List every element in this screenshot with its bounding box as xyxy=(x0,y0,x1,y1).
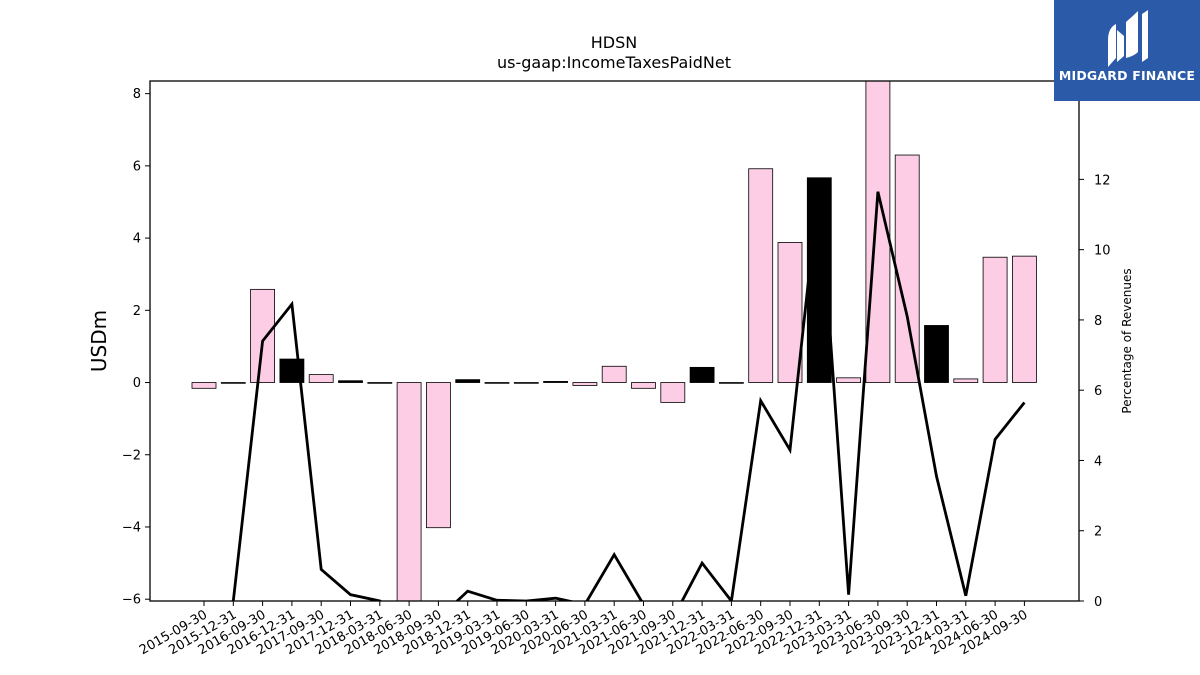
bar-2015-09-30 xyxy=(191,382,217,389)
logo-icon xyxy=(1108,10,1148,67)
bar-2019-03-31 xyxy=(484,382,510,384)
bar-2017-12-31 xyxy=(338,380,363,383)
y-tick-label: 8 xyxy=(133,87,141,102)
brand-logo: MIDGARD FINANCE xyxy=(1054,0,1200,101)
bar-2020-03-31 xyxy=(543,381,568,383)
bar-2017-09-30 xyxy=(308,374,334,383)
y2-tick-label: 4 xyxy=(1094,454,1102,469)
line-layer xyxy=(230,180,1026,601)
y-tick-label: −6 xyxy=(122,593,141,608)
y2-tick-label: 6 xyxy=(1094,384,1102,399)
bar-2022-06-30 xyxy=(748,168,774,383)
bar-2018-12-31 xyxy=(455,379,481,383)
bar-2018-06-30 xyxy=(396,382,422,602)
bar-2021-12-31 xyxy=(689,366,715,383)
bar-2021-06-30 xyxy=(631,382,656,389)
bar-2024-06-30 xyxy=(982,256,1008,383)
bar-2024-09-30 xyxy=(1012,255,1037,383)
y2-tick-label: 8 xyxy=(1094,314,1102,329)
bar-2021-09-30 xyxy=(660,382,686,403)
y-axis-label: USDm xyxy=(87,310,111,372)
y-tick-label: 0 xyxy=(133,376,141,391)
revenue-percentage-line xyxy=(230,180,1026,601)
y-tick-label: −2 xyxy=(122,448,141,463)
chart-subtitle: us-gaap:IncomeTaxesPaidNet xyxy=(497,53,731,72)
y2-tick-label: 12 xyxy=(1094,173,1111,188)
y-tick-label: 2 xyxy=(133,304,141,319)
y-tick-label: 6 xyxy=(133,159,141,174)
y-tick-label: −4 xyxy=(122,520,141,535)
bar-2023-12-31 xyxy=(924,325,949,383)
bar-2023-09-30 xyxy=(894,154,920,383)
bar-layer xyxy=(191,80,1037,602)
bar-2023-03-31 xyxy=(836,377,861,383)
y2-axis-label: Percentage of Revenues xyxy=(1120,268,1134,413)
y2-tick-label: 0 xyxy=(1094,595,1102,610)
x-axis: 2015-09-302015-12-312016-09-302016-12-31… xyxy=(137,601,1030,658)
bar-2016-09-30 xyxy=(250,288,276,383)
bar-2015-12-31 xyxy=(220,382,246,384)
bar-2018-03-31 xyxy=(367,382,393,384)
chart-title: HDSN xyxy=(591,33,637,52)
bar-2020-06-30 xyxy=(572,382,598,386)
bar-2024-03-31 xyxy=(953,378,979,383)
bar-2019-06-30 xyxy=(513,382,539,384)
left-axis: −6 −4 −2 0 2 4 6 8 xyxy=(122,87,150,608)
bar-2022-09-30 xyxy=(777,242,803,383)
bar-2021-03-31 xyxy=(601,365,627,383)
y2-tick-label: 10 xyxy=(1094,244,1111,259)
y2-tick-label: 2 xyxy=(1094,525,1102,540)
logo-text: MIDGARD FINANCE xyxy=(1058,68,1196,83)
bar-2018-09-30 xyxy=(425,382,451,529)
y-tick-label: 4 xyxy=(133,232,141,247)
right-axis: 0 2 4 6 8 10 12 xyxy=(1079,173,1111,610)
bar-2022-03-31 xyxy=(719,382,744,384)
